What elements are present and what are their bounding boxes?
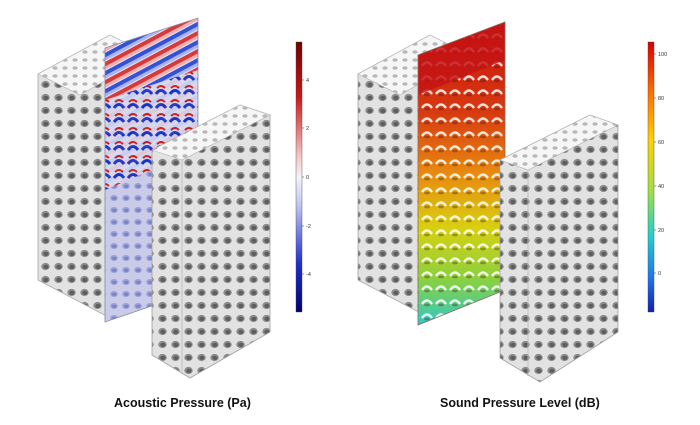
colorbar-tick: 0 [658,271,661,277]
colorbar-tick: 80 [658,96,664,102]
colorbar-tick: 20 [658,228,664,234]
colorbar-tick: 100 [658,52,667,58]
panel-caption: Acoustic Pressure (Pa) [114,396,251,410]
sound-pressure-level-panel: 100 80 60 40 20 0 Sound Pressure Level (… [350,0,700,425]
colorbar-tick: 60 [658,140,664,146]
colorbar-tick: 4 [306,78,309,84]
colorbar-tick: 0 [306,175,309,181]
pressure-colorbar: 4 2 0 -2 -4 [295,41,311,313]
front-lattice-block [151,104,271,379]
acoustic-pressure-render: 4 2 0 -2 -4 [37,17,311,379]
colorbar-tick: -4 [306,272,311,278]
spl-colorbar: 100 80 60 40 20 0 [647,41,667,313]
colorbar-tick: -2 [306,224,311,230]
acoustic-pressure-panel: 4 2 0 -2 -4 Acoustic Pressure (Pa) [37,17,311,410]
front-lattice-block [499,114,619,383]
panel-caption: Sound Pressure Level (dB) [440,396,600,410]
sound-pressure-level-render: 100 80 60 40 20 0 [357,21,667,383]
colorbar-tick: 40 [658,184,664,190]
spl-cut-plane [417,21,506,326]
colorbar-tick: 2 [306,126,309,132]
